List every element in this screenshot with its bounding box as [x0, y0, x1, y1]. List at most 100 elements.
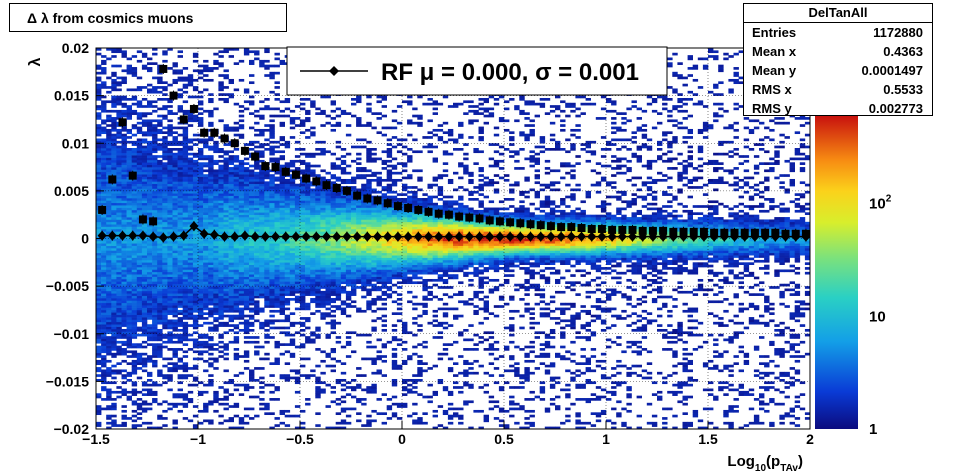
heatmap-cell: [131, 240, 138, 244]
heatmap-cell: [243, 314, 250, 318]
heatmap-cell: [269, 281, 275, 285]
heatmap-cell: [116, 286, 122, 289]
heatmap-cell: [152, 259, 158, 263]
heatmap-cell: [152, 200, 158, 204]
heatmap-cell: [172, 136, 178, 139]
heatmap-cell: [172, 298, 178, 301]
heatmap-cell: [223, 250, 229, 254]
heatmap-cell: [203, 193, 209, 196]
heatmap-cell: [259, 174, 265, 177]
heatmap-cell: [192, 252, 199, 256]
heatmap-cell: [274, 228, 280, 232]
heatmap-cell: [198, 188, 204, 192]
heatmap-cell: [126, 343, 132, 346]
heatmap-cell: [208, 205, 214, 208]
heatmap-cell: [131, 324, 138, 327]
heatmap-cell: [238, 224, 245, 227]
heatmap-cell: [187, 290, 194, 294]
heatmap-cell: [351, 407, 357, 411]
heatmap-cell: [208, 269, 214, 273]
heatmap-cell: [121, 333, 127, 337]
heatmap-cell: [218, 290, 224, 294]
heatmap-cell: [157, 221, 163, 225]
heatmap-cell: [147, 271, 153, 275]
heatmap-cell: [131, 288, 138, 292]
heatmap-cell: [284, 298, 291, 301]
heatmap-cell: [264, 128, 270, 132]
heatmap-cell: [351, 219, 357, 223]
heatmap-cell: [131, 181, 138, 185]
heatmap-cell: [208, 209, 214, 213]
heatmap-cell: [294, 267, 301, 270]
heatmap-cell: [116, 131, 122, 135]
heatmap-cell: [187, 74, 194, 77]
heatmap-cell: [131, 262, 138, 265]
heatmap-cell: [116, 390, 122, 394]
heatmap-cell: [121, 114, 127, 118]
heatmap-cell: [136, 343, 143, 346]
heatmap-cell: [310, 133, 316, 137]
heatmap-cell: [243, 286, 250, 289]
heatmap-cell: [351, 262, 357, 265]
heatmap-cell: [162, 178, 168, 182]
heatmap-cell: [335, 214, 342, 218]
heatmap-cell: [111, 162, 117, 165]
heatmap-cell: [249, 95, 255, 99]
heatmap-cell: [177, 264, 183, 268]
heatmap-cell: [269, 245, 275, 249]
heatmap-cell: [345, 221, 352, 225]
heatmap-cell: [325, 278, 331, 282]
heatmap-cell: [345, 267, 352, 270]
heatmap-cell: [305, 224, 311, 227]
heatmap-cell: [294, 155, 301, 158]
heatmap-cell: [101, 357, 107, 361]
heatmap-cell: [264, 219, 270, 223]
heatmap-cell: [116, 214, 122, 218]
heatmap-cell: [243, 143, 250, 146]
heatmap-cell: [310, 340, 316, 344]
heatmap-cell: [203, 138, 209, 142]
heatmap-cell: [269, 383, 275, 387]
heatmap-cell: [330, 209, 336, 213]
heatmap-cell: [167, 157, 173, 161]
heatmap-cell: [167, 305, 173, 308]
heatmap-cell: [141, 421, 148, 425]
heatmap-cell: [121, 269, 127, 273]
heatmap-cell: [101, 364, 107, 368]
heatmap-cell: [203, 243, 209, 246]
heatmap-cell: [269, 267, 275, 270]
heatmap-cell: [177, 178, 183, 182]
heatmap-cell: [101, 55, 107, 58]
heatmap-cell: [305, 267, 311, 270]
heatmap-cell: [116, 345, 122, 349]
heatmap-cell: [203, 224, 209, 227]
heatmap-cell: [233, 300, 240, 304]
heatmap-cell: [213, 209, 219, 213]
heatmap-cell: [243, 276, 250, 280]
heatmap-cell: [182, 140, 189, 144]
heatmap-cell: [315, 205, 321, 208]
heatmap-cell: [96, 176, 102, 180]
heatmap-cell: [141, 362, 148, 365]
heatmap-cell: [157, 331, 163, 335]
heatmap-cell: [96, 236, 102, 239]
heatmap-cell: [172, 64, 178, 68]
heatmap-cell: [315, 295, 321, 299]
heatmap-cell: [106, 338, 112, 342]
heatmap-cell: [172, 231, 178, 235]
heatmap-cell: [136, 245, 143, 249]
heatmap-cell: [131, 209, 138, 213]
heatmap-cell: [116, 336, 122, 339]
heatmap-cell: [192, 314, 199, 318]
heatmap-cell: [121, 181, 127, 185]
heatmap-cell: [167, 100, 173, 104]
heatmap-cell: [203, 295, 209, 299]
heatmap-cell: [208, 328, 214, 332]
heatmap-cell: [141, 86, 148, 89]
heatmap-cell: [167, 174, 173, 177]
heatmap-cell: [330, 240, 336, 244]
heatmap-cell: [305, 274, 311, 277]
heatmap-cell: [228, 295, 234, 299]
heatmap-cell: [223, 169, 229, 173]
heatmap-cell: [238, 205, 245, 208]
